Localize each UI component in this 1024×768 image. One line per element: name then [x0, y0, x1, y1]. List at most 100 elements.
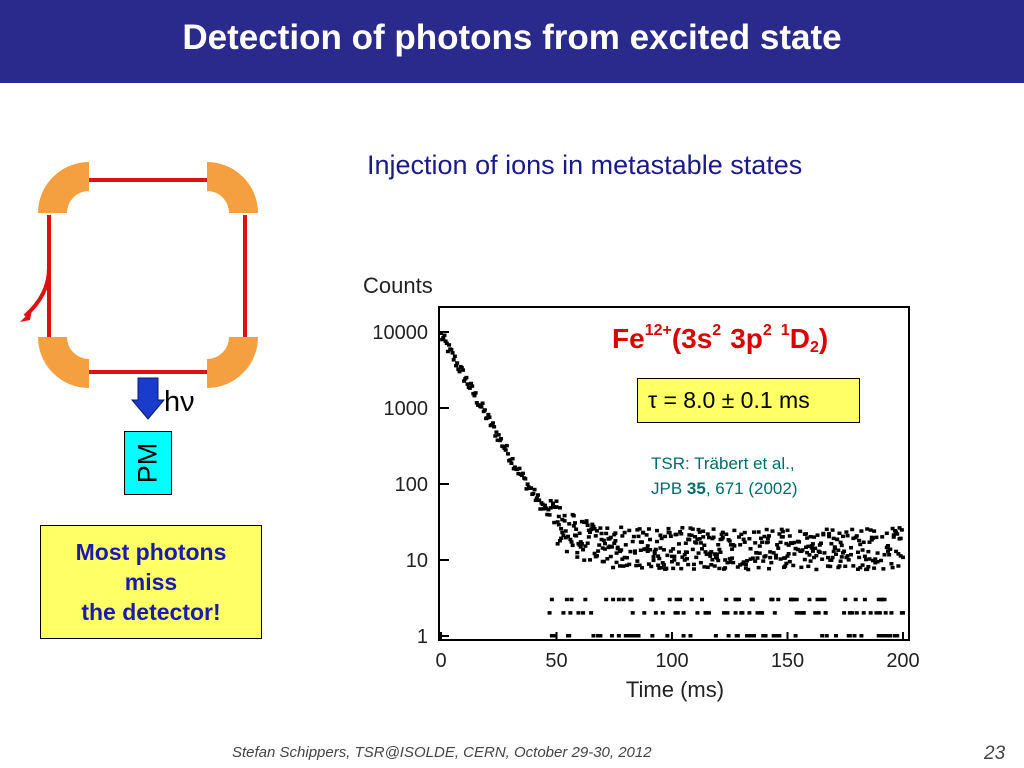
data-point	[577, 531, 582, 536]
data-point	[604, 531, 609, 536]
data-point	[767, 534, 772, 538]
data-point	[890, 526, 895, 531]
data-point	[609, 545, 614, 549]
data-point	[612, 541, 617, 546]
data-point	[457, 369, 462, 374]
data-point	[785, 528, 790, 533]
data-point	[808, 534, 813, 539]
data-point	[861, 611, 866, 615]
data-point	[536, 493, 541, 497]
data-point	[635, 528, 640, 532]
data-point	[651, 558, 656, 563]
data-point	[696, 551, 701, 555]
data-point	[743, 566, 748, 570]
data-point	[654, 539, 659, 544]
data-point	[801, 611, 806, 615]
data-point	[872, 529, 877, 533]
data-point	[888, 547, 893, 552]
data-point	[723, 558, 728, 562]
data-point	[716, 558, 721, 563]
data-point	[668, 549, 673, 553]
data-point	[674, 597, 679, 602]
data-point	[579, 519, 584, 524]
data-point	[608, 535, 613, 540]
data-point	[858, 542, 863, 547]
data-point	[834, 552, 839, 557]
data-point	[680, 526, 685, 530]
data-point	[650, 597, 655, 602]
data-point	[853, 597, 858, 602]
data-point	[660, 611, 665, 615]
data-point	[757, 544, 762, 548]
data-point	[479, 405, 484, 409]
data-point	[745, 558, 750, 563]
data-point	[873, 557, 878, 561]
data-point	[681, 611, 686, 615]
data-point	[760, 611, 765, 615]
data-point	[687, 533, 692, 537]
data-point	[702, 543, 707, 548]
data-point	[556, 514, 561, 519]
data-point	[795, 547, 800, 552]
data-point	[534, 496, 539, 500]
data-point	[698, 541, 703, 545]
data-point	[831, 536, 836, 541]
data-point	[592, 527, 597, 531]
data-point	[559, 526, 564, 531]
data-point	[896, 552, 901, 556]
data-point	[740, 562, 745, 566]
data-point	[816, 611, 821, 615]
data-point	[462, 379, 467, 383]
title-bar: Detection of photons from excited state	[0, 0, 1024, 83]
data-point	[571, 514, 576, 518]
data-point	[615, 546, 620, 551]
data-point	[564, 549, 569, 554]
data-point	[800, 548, 805, 552]
data-point	[554, 499, 559, 503]
data-point	[809, 544, 814, 548]
data-point	[780, 529, 785, 534]
reference: TSR: Träbert et al., JPB 35, 671 (2002)	[651, 451, 798, 501]
data-point	[564, 597, 569, 602]
data-point	[824, 527, 829, 532]
data-point	[482, 408, 487, 412]
data-point	[877, 634, 882, 638]
data-point	[648, 547, 653, 552]
note-box: Most photons miss the detector!	[40, 525, 262, 639]
data-point	[554, 505, 559, 509]
data-point	[755, 611, 760, 615]
data-point	[777, 634, 782, 638]
data-point	[881, 567, 886, 571]
data-point	[847, 634, 852, 638]
magnet-top-left	[38, 162, 89, 213]
reference-line-2: JPB 35, 671 (2002)	[651, 476, 798, 501]
data-point	[839, 555, 844, 559]
data-point	[687, 537, 692, 542]
data-point	[783, 556, 788, 560]
data-point	[730, 547, 735, 551]
data-point	[717, 547, 722, 552]
data-point	[710, 557, 715, 562]
data-point	[837, 564, 842, 568]
data-point	[822, 551, 827, 555]
data-point	[579, 541, 584, 546]
data-point	[589, 611, 594, 615]
data-point	[574, 527, 579, 531]
data-point	[857, 538, 862, 543]
data-point	[859, 529, 864, 533]
data-point	[701, 535, 706, 539]
data-point	[880, 597, 885, 602]
data-point	[629, 597, 634, 602]
data-point	[618, 564, 623, 568]
data-point	[589, 527, 594, 532]
data-point	[805, 550, 810, 555]
data-point	[821, 531, 826, 536]
page-number: 23	[984, 743, 1006, 764]
data-point	[469, 381, 474, 386]
data-point	[646, 562, 651, 566]
data-point	[685, 557, 690, 561]
data-point	[611, 597, 616, 602]
data-point	[690, 547, 695, 552]
data-point	[733, 611, 738, 615]
y-tick-label: 10000	[372, 322, 428, 344]
